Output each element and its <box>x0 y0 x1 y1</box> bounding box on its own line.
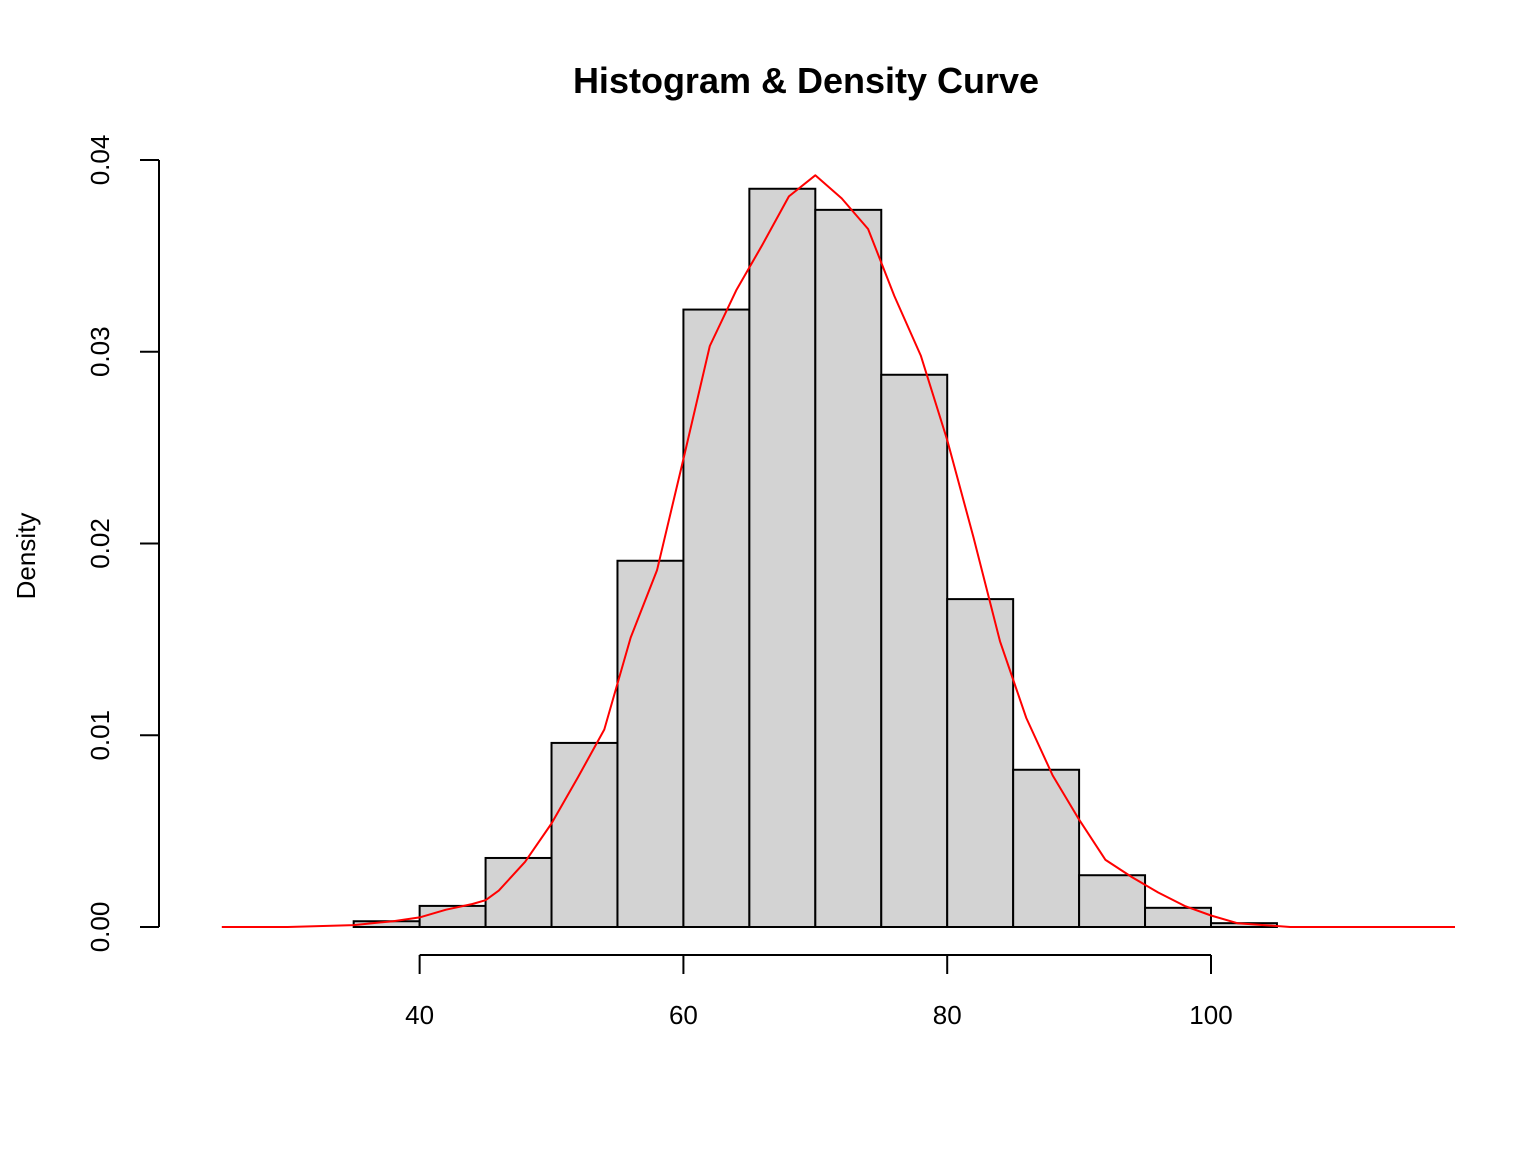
y-tick-label: 0.01 <box>85 710 115 761</box>
x-tick-label: 100 <box>1189 1000 1232 1030</box>
histogram-bar <box>814 208 883 929</box>
y-axis-label: Density <box>11 513 41 600</box>
density-curve-layer <box>221 174 1455 928</box>
y-axis: 0.00 0.01 0.02 0.03 0.04 <box>85 135 160 953</box>
histogram-bar <box>946 598 1015 928</box>
y-tick-label: 0.02 <box>85 518 115 569</box>
histogram-bar <box>1078 874 1147 928</box>
x-tick-label: 60 <box>669 1000 698 1030</box>
y-tick-label: 0.04 <box>85 135 115 186</box>
histogram-bar <box>748 187 817 928</box>
histogram-bar <box>1144 906 1212 929</box>
y-tick-label: 0.03 <box>85 326 115 377</box>
histogram-bar <box>880 373 949 928</box>
histogram-bar <box>616 559 685 928</box>
histogram-bars <box>352 187 1278 929</box>
histogram-bar <box>682 308 751 928</box>
x-tick-label: 80 <box>933 1000 962 1030</box>
chart-title: Histogram & Density Curve <box>573 60 1039 101</box>
histogram-bar <box>550 741 619 928</box>
y-tick-label: 0.00 <box>85 902 115 953</box>
x-tick-label: 40 <box>405 1000 434 1030</box>
histogram-bar <box>1012 768 1081 929</box>
x-axis: 40 60 80 100 <box>405 954 1233 1030</box>
density-curve <box>221 174 1455 928</box>
